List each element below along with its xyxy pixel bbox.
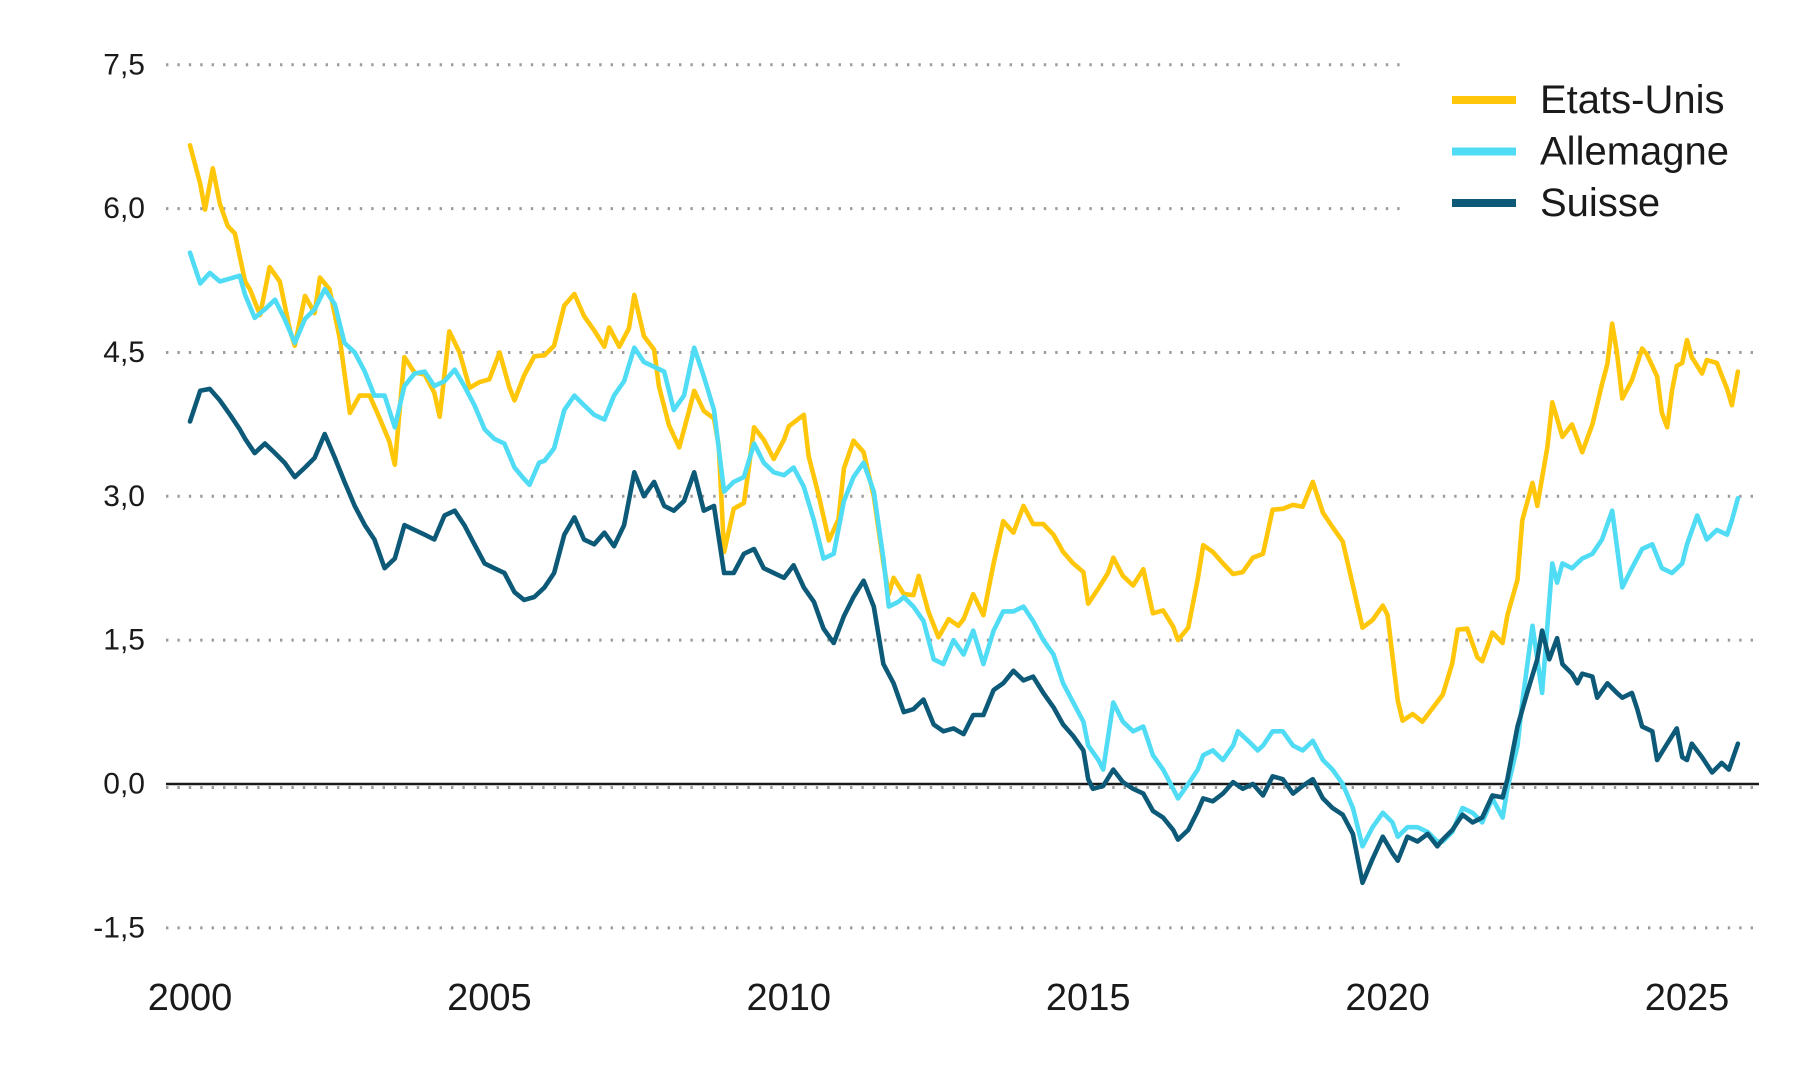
legend: Etats-Unis Allemagne Suisse (1452, 78, 1729, 225)
legend-label-suisse: Suisse (1540, 181, 1660, 225)
x-tick-label: 2000 (148, 977, 233, 1019)
legend-item-etats-unis: Etats-Unis (1452, 78, 1725, 122)
legend-item-suisse: Suisse (1452, 181, 1660, 225)
y-tick-label: -1,5 (93, 911, 145, 944)
series-line-etats-unis (187, 143, 1741, 725)
legend-item-allemagne: Allemagne (1452, 130, 1729, 174)
legend-label-etats-unis: Etats-Unis (1540, 78, 1725, 122)
y-tick-label: 7,5 (103, 48, 145, 81)
series-line-suisse (187, 386, 1741, 886)
legend-label-allemagne: Allemagne (1540, 130, 1729, 174)
x-tick-label: 2010 (747, 977, 832, 1019)
x-tick-label: 2020 (1345, 977, 1430, 1019)
x-tick-label: 2005 (447, 977, 532, 1019)
y-tick-label: 3,0 (103, 480, 145, 513)
series-line-allemagne (187, 250, 1741, 849)
y-tick-label: 4,5 (103, 336, 145, 369)
y-tick-label: 6,0 (103, 192, 145, 225)
y-tick-label: 1,5 (103, 624, 145, 657)
x-tick-label: 2025 (1645, 977, 1730, 1019)
y-tick-label: 0,0 (103, 768, 145, 801)
x-tick-label: 2015 (1046, 977, 1131, 1019)
